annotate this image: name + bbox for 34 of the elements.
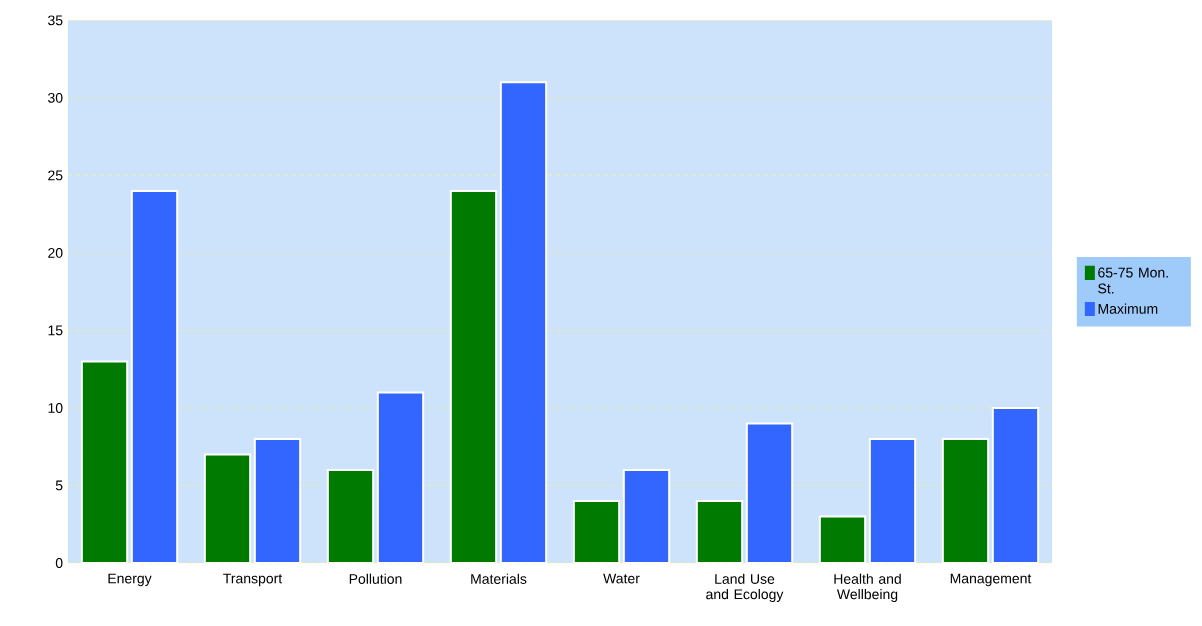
bar: [81, 361, 128, 563]
x-tick-label: Land Use and Ecology: [706, 573, 784, 603]
bar: [991, 406, 1040, 563]
bar: [819, 516, 866, 563]
bar: [450, 190, 497, 563]
bar: [131, 190, 178, 563]
bar: [204, 454, 251, 563]
x-tick-label: Management: [950, 573, 1032, 587]
x-tick-label: Materials: [471, 573, 527, 584]
bar: [941, 437, 990, 563]
y-tick-label: 5: [55, 480, 63, 491]
x-tick-label: Energy: [108, 573, 152, 587]
x-tick-label: Transport: [223, 573, 283, 587]
bar: [254, 438, 301, 563]
x-tick-label: Pollution: [349, 573, 402, 584]
bar: [746, 423, 793, 563]
y-tick-label: 15: [48, 325, 63, 336]
bar: [696, 500, 743, 563]
bar: [377, 392, 424, 563]
bar: [623, 469, 670, 563]
legend-label: 65-75 Mon. St.: [1098, 267, 1168, 294]
bar: [327, 469, 374, 563]
y-tick-label: 10: [48, 403, 63, 413]
y-tick-label: 25: [48, 170, 63, 181]
y-tick-label: 30: [48, 92, 63, 103]
y-tick-label: 20: [48, 247, 63, 258]
x-tick-label: Water: [603, 573, 640, 584]
x-tick-label: Health and Wellbeing: [834, 573, 901, 603]
bar: [500, 82, 547, 563]
y-tick-label: 0: [55, 558, 63, 568]
bar: [573, 500, 620, 563]
bar: [869, 438, 916, 563]
y-tick-label: 35: [48, 15, 63, 26]
legend-label: Maximum: [1098, 303, 1158, 314]
